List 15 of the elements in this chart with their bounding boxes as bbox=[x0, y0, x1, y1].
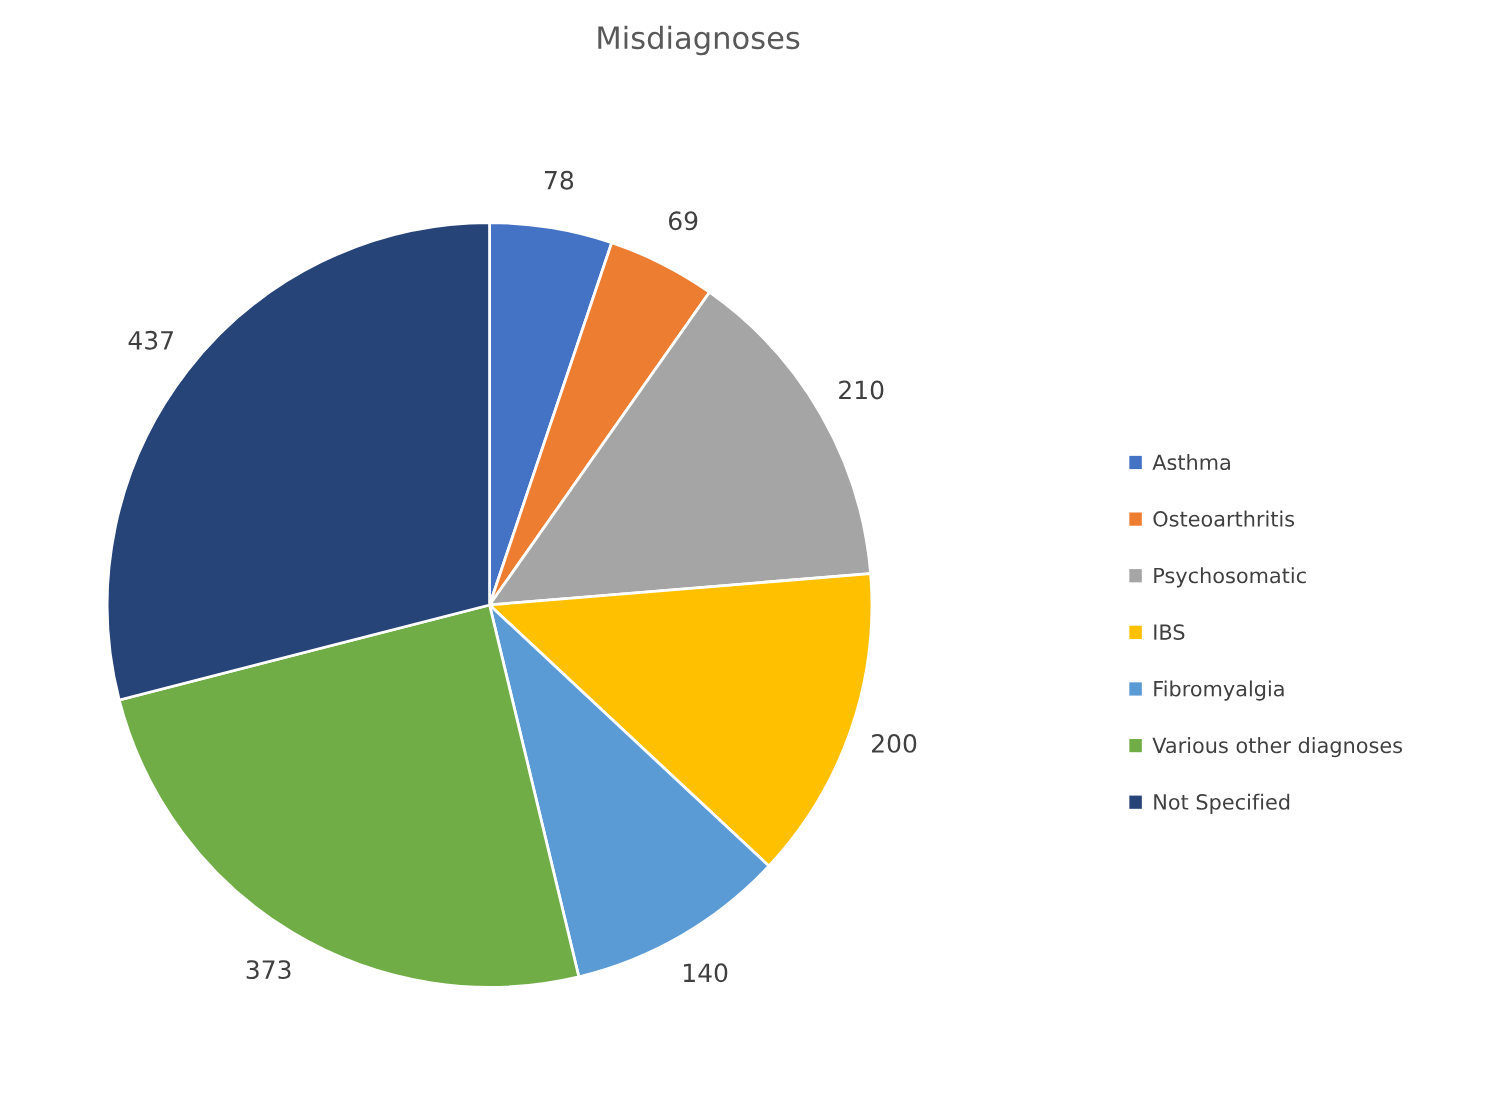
legend-label: Asthma bbox=[1152, 454, 1230, 471]
legend-label: Psychosomatic bbox=[1154, 567, 1306, 588]
legend-label: IBS bbox=[1154, 624, 1185, 640]
data-label: 69 bbox=[668, 211, 698, 231]
legend-label: Not Specified bbox=[1154, 793, 1290, 814]
data-label: 200 bbox=[872, 733, 917, 753]
legend-label: Fibromyalgia bbox=[1154, 680, 1284, 701]
data-label: 373 bbox=[246, 960, 291, 980]
data-label: 140 bbox=[683, 963, 728, 983]
data-label: 210 bbox=[839, 380, 884, 400]
data-label: 437 bbox=[128, 330, 173, 350]
chart-title: Misdiagnoses bbox=[598, 25, 800, 56]
legend-label: Osteoarthritis bbox=[1153, 510, 1295, 527]
legend-label: Various other diagnoses bbox=[1152, 737, 1403, 758]
data-label: 78 bbox=[545, 170, 574, 190]
